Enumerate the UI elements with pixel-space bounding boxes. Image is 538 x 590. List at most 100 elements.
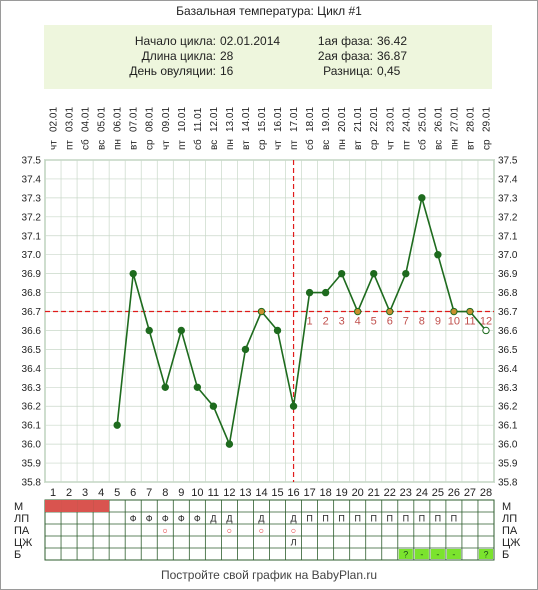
date-label: 11.01 (193, 107, 204, 132)
y-tick-label-right: 37.4 (498, 174, 518, 185)
weekday-label: вт (129, 140, 140, 150)
y-tick-label-right: 37.3 (498, 193, 518, 204)
temperature-point (305, 288, 314, 297)
weekday-label: ср (257, 139, 268, 150)
weekday-label: ср (369, 139, 380, 150)
date-label: 15.01 (257, 107, 268, 132)
y-tick-label-right: 35.9 (498, 459, 518, 470)
y-tick-label-left: 36.1 (22, 421, 42, 432)
weekday-label: вт (353, 140, 364, 150)
lp-cell: П (403, 514, 409, 524)
temperature-point (321, 288, 330, 297)
weekday-label: сб (80, 139, 92, 150)
menstruation-cell (77, 500, 94, 512)
footer-link[interactable]: Постройте свой график на BabyPlan.ru (160, 568, 378, 582)
cycle-day-label: 18 (320, 487, 332, 499)
date-label: 29.01 (481, 107, 492, 132)
y-tick-label-left: 37.0 (22, 250, 42, 261)
cycle-day-label: 16 (287, 487, 299, 499)
lp-cell: Ф (194, 514, 201, 524)
post-ovulation-day-label: 5 (371, 316, 377, 328)
y-tick-label-right: 36.4 (498, 364, 518, 375)
menstruation-cell (61, 500, 78, 512)
pregnancy-test-cell (414, 549, 429, 559)
y-tick-label-left: 36.5 (22, 345, 42, 356)
date-label: 28.01 (465, 107, 476, 132)
phase1-value: 36.42 (377, 34, 408, 48)
table-row-label-left: Б (14, 549, 21, 561)
ovulation-day-value: 16 (220, 64, 234, 78)
post-ovulation-day-label: 7 (403, 316, 409, 328)
y-tick-label-right: 37.2 (498, 212, 518, 223)
pregnancy-test-cell (478, 549, 493, 559)
lp-cell: П (435, 514, 441, 524)
temperature-point (402, 269, 410, 278)
date-label: 16.01 (273, 107, 284, 132)
date-label: 24.01 (401, 107, 412, 132)
y-tick-label-left: 37.5 (22, 156, 42, 167)
temperature-point (353, 307, 362, 316)
cycle-day-label: 10 (191, 487, 203, 499)
temperature-point (241, 345, 250, 354)
y-tick-label-right: 36.2 (498, 402, 518, 413)
pa-cell: ○ (163, 526, 168, 536)
temperature-point (225, 440, 234, 448)
date-label: 13.01 (225, 107, 236, 132)
date-label: 14.01 (241, 107, 252, 132)
y-tick-label-right: 37.1 (498, 231, 518, 242)
cycle-day-label: 11 (208, 487, 219, 499)
weekday-label: вс (97, 140, 108, 150)
y-tick-label-left: 37.4 (22, 174, 42, 185)
weekday-label: ср (145, 139, 156, 150)
date-label: 04.01 (81, 107, 92, 132)
weekday-label: чт (385, 140, 396, 150)
temperature-point (113, 421, 121, 429)
y-tick-label-left: 36.8 (22, 288, 42, 299)
lp-cell: П (306, 514, 312, 524)
cycle-start-value: 02.01.2014 (220, 34, 281, 48)
y-tick-label-left: 36.9 (22, 269, 42, 280)
cycle-day-label: 12 (223, 487, 235, 499)
table-row-label-right: ПА (502, 525, 518, 537)
date-label: 18.01 (305, 107, 316, 132)
y-tick-label-left: 37.3 (22, 193, 42, 204)
y-tick-label-left: 36.3 (22, 383, 42, 394)
y-tick-label-left: 36.6 (22, 326, 42, 337)
weekday-label: пт (65, 140, 76, 150)
y-tick-label-right: 37.5 (498, 156, 518, 167)
temperature-point (129, 269, 137, 278)
date-label: 03.01 (65, 107, 76, 132)
date-label: 21.01 (353, 107, 364, 132)
cycle-info-panel: Начало цикла: 02.01.2014 Длина цикла: 28… (44, 25, 492, 89)
phase1-label: 1ая фаза: (317, 34, 373, 48)
weekday-label: сб (304, 139, 316, 150)
weekday-label: чт (161, 140, 172, 150)
date-label: 10.01 (177, 107, 188, 132)
cycle-day-label: 13 (239, 487, 251, 499)
cycle-day-label: 14 (255, 487, 267, 499)
cycle-day-label: 23 (400, 487, 412, 499)
cycle-day-label: 27 (464, 487, 476, 499)
temperature-point (450, 307, 458, 316)
cycle-day-label: 9 (178, 487, 184, 499)
post-ovulation-day-label: 10 (448, 316, 460, 328)
date-label: 20.01 (337, 107, 348, 132)
pregnancy-test-mark: - (436, 550, 439, 560)
pregnancy-test-cell (430, 549, 445, 559)
y-tick-label-left: 35.8 (22, 478, 42, 489)
pregnancy-test-mark: - (420, 550, 423, 560)
post-ovulation-day-label: 4 (355, 316, 361, 328)
cycle-day-label: 22 (384, 487, 396, 499)
cycle-day-label: 17 (303, 487, 315, 499)
lp-cell: Ф (162, 514, 169, 524)
difference-value: 0,45 (377, 64, 401, 78)
cycle-day-label: 3 (82, 487, 88, 499)
y-tick-label-right: 36.8 (498, 288, 518, 299)
y-tick-label-right: 36.6 (498, 326, 518, 337)
y-tick-label-left: 36.2 (22, 402, 42, 413)
cycle-day-label: 5 (114, 487, 120, 499)
temperature-point (273, 326, 282, 335)
temperature-point (418, 194, 426, 202)
post-ovulation-day-label: 3 (339, 316, 345, 328)
